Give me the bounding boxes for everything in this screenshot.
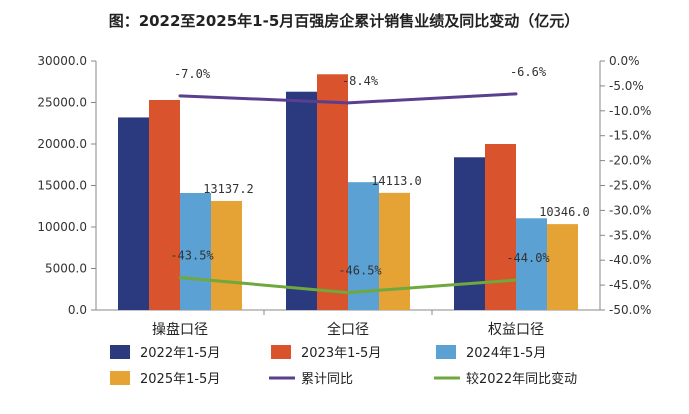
y2-tick-label: -5.0% xyxy=(609,79,644,93)
y-tick-label: 0.0 xyxy=(68,303,87,317)
series-point xyxy=(178,276,182,280)
bar xyxy=(379,192,410,310)
legend-swatch xyxy=(436,345,456,359)
legend-swatch xyxy=(110,371,130,385)
bar-data-label: 13137.2 xyxy=(203,182,254,196)
y2-tick-label: -15.0% xyxy=(609,129,651,143)
bar xyxy=(516,218,547,310)
series-point xyxy=(178,94,182,98)
y-tick-label: 20000.0 xyxy=(37,137,87,151)
line-data-label: -6.6% xyxy=(510,65,547,79)
series-point xyxy=(346,101,350,105)
legend-label: 2023年1-5月 xyxy=(301,346,381,361)
legend-label: 2024年1-5月 xyxy=(466,346,546,361)
y2-tick-label: -30.0% xyxy=(609,203,651,217)
y2-tick-label: -40.0% xyxy=(609,253,651,267)
y2-tick-label: -45.0% xyxy=(609,278,651,292)
y2-tick-label: -35.0% xyxy=(609,228,651,242)
y2-tick-label: 0.0% xyxy=(609,54,640,68)
series-point xyxy=(514,92,518,96)
bar xyxy=(118,117,149,310)
legend: 2022年1-5月 2023年1-5月 2024年1-5月 2025年1-5月 累计同比… xyxy=(110,345,577,387)
series-point xyxy=(346,291,350,295)
line-data-label: -8.4% xyxy=(342,74,379,88)
legend-label: 累计同比 xyxy=(301,372,353,387)
x-tick-label: 全口径 xyxy=(327,321,369,338)
bar xyxy=(485,144,516,310)
y-tick-label: 25000.0 xyxy=(37,96,87,110)
legend-label: 2022年1-5月 xyxy=(140,346,220,361)
bar-data-label: 10346.0 xyxy=(539,205,590,219)
legend-label: 2025年1-5月 xyxy=(140,372,220,387)
y-tick-label: 10000.0 xyxy=(37,220,87,234)
x-tick-label: 操盘口径 xyxy=(152,321,208,338)
x-tick-label: 权益口径 xyxy=(488,322,544,338)
line-data-label: -7.0% xyxy=(174,67,211,81)
line-data-label: -44.0% xyxy=(506,251,550,265)
bar xyxy=(180,192,211,310)
y-tick-label: 5000.0 xyxy=(45,262,87,276)
y2-tick-label: -20.0% xyxy=(609,154,651,168)
y2-tick-label: -50.0% xyxy=(609,303,651,317)
bar-data-label: 14113.0 xyxy=(371,174,422,188)
plot-area: 0.0 5000.0 10000.0 15000.0 20000.0 25000.0 300… xyxy=(37,54,651,338)
y-tick-label: 30000.0 xyxy=(37,54,87,68)
bar xyxy=(547,224,578,310)
legend-swatch xyxy=(271,345,291,359)
line-data-label: -43.5% xyxy=(170,249,214,263)
bar xyxy=(348,182,379,310)
series-point xyxy=(514,278,518,282)
bar xyxy=(149,100,180,310)
bar xyxy=(454,157,485,310)
bar xyxy=(211,200,242,310)
legend-label: 较2022年同比变动 xyxy=(466,371,577,387)
y2-tick-label: -10.0% xyxy=(609,104,651,118)
legend-swatch xyxy=(110,345,130,359)
y2-tick-label: -25.0% xyxy=(609,179,651,193)
chart-title: 图：2022至2025年1-5月百强房企累计销售业绩及同比变动（亿元） xyxy=(109,12,580,30)
line-data-label: -46.5% xyxy=(338,264,382,278)
y-tick-label: 15000.0 xyxy=(37,179,87,193)
bar xyxy=(286,91,317,311)
bar xyxy=(317,74,348,310)
